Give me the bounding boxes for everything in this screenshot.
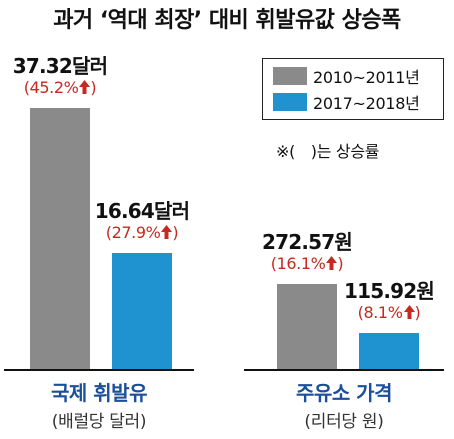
change-label: (16.1%)	[270, 254, 344, 273]
bar-2017-gas-station	[359, 333, 419, 369]
bar-2010-gasoline-intl	[30, 108, 90, 369]
legend-item-2017: 2017~2018년	[273, 91, 420, 113]
up-arrow-icon	[78, 78, 91, 97]
up-arrow-icon	[403, 303, 415, 322]
bar-2017-gasoline-intl	[112, 253, 172, 369]
value-label: 37.32달러	[12, 54, 108, 78]
axis-baseline	[244, 369, 444, 371]
change-label: (27.9%)	[105, 223, 179, 242]
change-label: (45.2%)	[23, 78, 97, 97]
unit-label: (배럴당 달러)	[51, 412, 147, 432]
bar-2010-gas-station	[277, 284, 337, 369]
legend-label: 2010~2011년	[313, 68, 420, 87]
legend-swatch-blue	[273, 93, 307, 111]
up-arrow-icon	[325, 254, 338, 273]
category-label: 국제 휘발유	[51, 381, 147, 405]
up-arrow-icon	[160, 223, 173, 242]
legend-item-2010: 2010~2011년	[273, 65, 420, 87]
category-label: 주유소 가격	[296, 381, 392, 405]
change-label: (8.1%)	[357, 303, 421, 322]
value-label: 115.92원	[344, 279, 435, 303]
unit-label: (리터당 원)	[304, 412, 384, 432]
axis-baseline	[4, 369, 194, 371]
value-label: 272.57원	[262, 230, 353, 254]
legend-label: 2017~2018년	[313, 94, 420, 113]
note-text: ※( )는 상승률	[276, 142, 380, 161]
page-title: 과거 ‘역대 최장’ 대비 휘발유값 상승폭	[53, 8, 401, 33]
legend: 2010~2011년 2017~2018년	[262, 58, 444, 120]
legend-swatch-gray	[273, 67, 307, 85]
value-label: 16.64달러	[94, 199, 190, 223]
